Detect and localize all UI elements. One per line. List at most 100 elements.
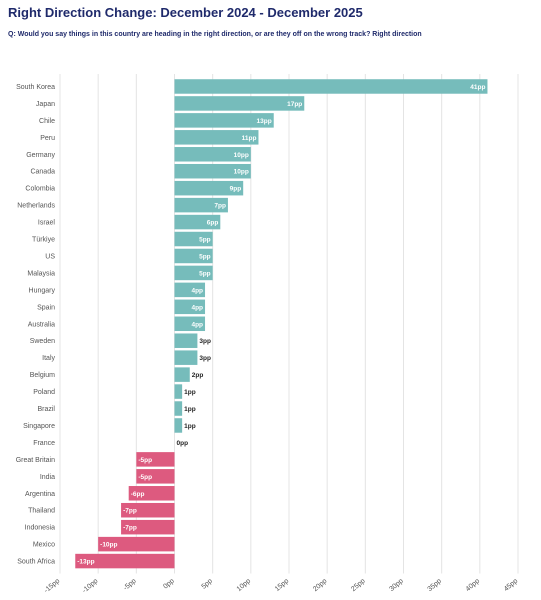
x-tick-label: 30pp (388, 578, 405, 593)
bar (75, 553, 175, 569)
value-label: 5pp (199, 237, 211, 244)
value-label: 1pp (184, 423, 196, 430)
value-label: -7pp (123, 525, 137, 532)
category-label: South Korea (16, 84, 55, 91)
bar (98, 536, 175, 552)
category-label: Italy (42, 355, 55, 362)
bar (174, 384, 183, 399)
bar (121, 502, 175, 518)
value-label: 11pp (242, 135, 257, 142)
category-label: South Africa (17, 559, 55, 566)
category-label: Australia (28, 321, 55, 328)
value-label: 13pp (257, 118, 272, 125)
bar (174, 401, 183, 416)
value-label: -7pp (123, 508, 137, 515)
value-label: 4pp (191, 321, 203, 328)
value-label: 5pp (199, 270, 211, 277)
chart-subtitle: Q: Would you say things in this country … (8, 31, 422, 38)
category-label: Spain (37, 304, 55, 311)
category-label: Hungary (29, 287, 56, 294)
bar (174, 248, 213, 264)
bar (128, 486, 175, 501)
category-label: Türkiye (32, 237, 55, 244)
category-label: Argentina (25, 491, 55, 498)
bar (174, 231, 213, 247)
bar (174, 197, 228, 213)
bar (121, 519, 175, 535)
labels: -15pp -10pp -5pp 0pp 5pp 10pp 15pp 20pp 25pp 30pp… (16, 84, 520, 595)
x-tick-label: 20pp (312, 578, 329, 593)
x-tick-label: -15pp (43, 578, 61, 595)
x-tick-label: 5pp (200, 578, 214, 591)
x-tick-label: 15pp (274, 578, 291, 593)
value-label: 1pp (184, 389, 196, 396)
category-label: Thailand (28, 508, 55, 515)
category-label: Brazil (37, 406, 55, 413)
value-label: 41pp (470, 84, 485, 91)
bar (174, 367, 190, 382)
value-label: 3pp (199, 355, 211, 362)
value-label: 10pp (234, 152, 249, 159)
bar (174, 96, 305, 111)
value-label: 4pp (191, 304, 203, 311)
bar (174, 147, 251, 162)
category-label: Canada (30, 169, 55, 176)
bar (174, 350, 198, 365)
bars (75, 79, 488, 569)
category-label: Colombia (25, 186, 55, 193)
x-tick-label: 0pp (162, 578, 176, 591)
x-tick-label: 40pp (465, 578, 482, 593)
bar (174, 265, 213, 281)
value-label: -5pp (138, 457, 152, 464)
value-label: -13pp (77, 559, 94, 566)
category-label: Chile (39, 118, 55, 125)
value-label: 4pp (191, 287, 203, 294)
x-tick-label: 35pp (427, 578, 444, 593)
value-label: 9pp (230, 186, 242, 193)
category-label: Netherlands (17, 203, 55, 210)
bar (174, 299, 206, 315)
value-label: 3pp (199, 338, 211, 345)
category-label: Israel (38, 220, 56, 227)
category-label: US (45, 253, 55, 260)
value-label: 6pp (207, 220, 219, 227)
bar (174, 79, 488, 94)
bar (174, 130, 259, 145)
bar (174, 163, 251, 179)
category-label: Belgium (30, 372, 55, 379)
x-tick-label: 10pp (236, 578, 253, 593)
bar (174, 113, 274, 128)
value-label: -6pp (131, 491, 145, 498)
value-label: 10pp (234, 169, 249, 176)
bar (174, 282, 206, 298)
category-label: Poland (33, 389, 55, 396)
x-tick-label: -10pp (81, 578, 99, 595)
category-label: Japan (36, 101, 55, 108)
category-label: Germany (26, 152, 55, 159)
chart-title: Right Direction Change: December 2024 - … (8, 5, 363, 20)
value-label: -10pp (100, 542, 117, 549)
bar (136, 452, 175, 467)
value-label: 0pp (177, 440, 189, 447)
value-label: 1pp (184, 406, 196, 413)
value-label: 2pp (192, 372, 204, 379)
category-label: India (40, 474, 55, 481)
category-label: Singapore (23, 423, 55, 430)
bar (136, 469, 175, 484)
value-label: 17pp (287, 101, 302, 108)
category-label: France (33, 440, 55, 447)
value-label: 5pp (199, 253, 211, 260)
category-label: Malaysia (27, 270, 55, 277)
x-tick-label: 45pp (503, 578, 520, 593)
x-tick-label: -5pp (122, 578, 137, 592)
bar (174, 214, 221, 230)
bar (174, 418, 183, 433)
category-label: Mexico (33, 542, 55, 549)
bar (174, 180, 244, 196)
category-label: Indonesia (25, 525, 55, 532)
x-tick-label: 25pp (350, 578, 367, 593)
value-label: 7pp (214, 203, 226, 210)
bar (174, 333, 198, 348)
category-label: Peru (40, 135, 55, 142)
